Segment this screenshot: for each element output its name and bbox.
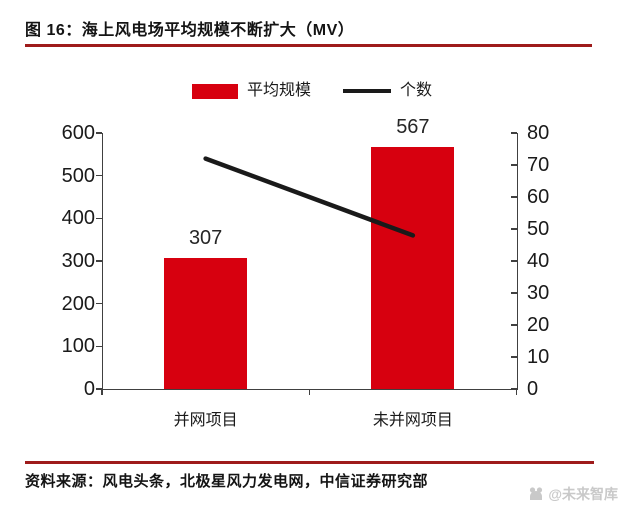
chart-legend: 平均规模 个数 (0, 82, 624, 100)
x-axis-tick-mark (308, 389, 310, 395)
y-axis-right-tick-mark (510, 292, 517, 294)
legend-bar-label: 平均规模 (246, 82, 311, 99)
category-label: 并网项目 (173, 412, 238, 429)
y-axis-left-tick-label: 300 (61, 250, 95, 272)
y-axis-left-tick-label: 600 (61, 122, 95, 144)
y-axis-left-tick-label: 400 (61, 207, 95, 230)
y-axis-right-tick-mark (510, 260, 517, 262)
y-axis-right-tick-mark (510, 356, 517, 358)
y-axis-left-tick-label: 500 (61, 164, 95, 187)
y-axis-right-tick-label: 40 (527, 250, 550, 272)
y-axis-left-tick-mark (96, 260, 102, 262)
bar-value-label: 567 (396, 116, 430, 139)
y-axis-left-tick-mark (96, 302, 102, 305)
x-axis-tick-mark (515, 389, 518, 395)
y-axis-right-tick-label: 80 (527, 122, 550, 144)
bar (164, 258, 248, 389)
zhiku-logo-icon (530, 487, 543, 500)
y-axis-right-tick-label: 30 (527, 282, 550, 304)
x-axis-tick-mark (101, 389, 103, 395)
y-axis-right-tick-mark (510, 132, 517, 134)
plot-area (102, 133, 518, 390)
category-label: 未并网项目 (372, 412, 453, 429)
y-axis-left-tick-mark (96, 217, 102, 220)
y-axis-right-tick-label: 0 (527, 378, 539, 400)
y-axis-left-tick-label: 0 (83, 378, 95, 400)
y-axis-left-tick-mark (96, 388, 102, 390)
bar (371, 147, 455, 389)
y-axis-left-tick-mark (96, 345, 102, 348)
y-axis-left-tick-mark (96, 174, 102, 177)
y-axis-right-tick-mark (510, 324, 517, 326)
watermark: @未来智库 (528, 484, 618, 504)
y-axis-right-tick-label: 50 (527, 218, 550, 240)
y-axis-left-tick-mark (96, 132, 102, 134)
y-axis-right-tick-label: 70 (527, 154, 550, 176)
legend-bar-swatch-icon (191, 83, 238, 99)
source-note: 资料来源：风电头条，北极星风力发电网，中信证券研究部 (25, 473, 429, 490)
legend-line-label: 个数 (400, 82, 433, 99)
y-axis-right-tick-mark (510, 388, 517, 390)
y-axis-left-tick-label: 100 (61, 335, 95, 358)
y-axis-right-tick-mark (510, 196, 517, 198)
y-axis-right-tick-label: 10 (527, 346, 550, 368)
figure-title: 图 16：海上风电场平均规模不断扩大（MV） (25, 22, 355, 39)
watermark-text: @未来智库 (548, 486, 618, 502)
bar-value-label: 307 (188, 227, 223, 249)
y-axis-left-tick-label: 200 (61, 292, 95, 315)
title-underline (25, 44, 592, 47)
y-axis-right-tick-mark (510, 164, 517, 166)
footer-rule (25, 461, 594, 464)
legend-line-swatch-icon (343, 89, 391, 93)
y-axis-right-tick-mark (510, 228, 517, 230)
y-axis-right-tick-label: 20 (527, 314, 550, 336)
y-axis-right-tick-label: 60 (527, 186, 550, 208)
